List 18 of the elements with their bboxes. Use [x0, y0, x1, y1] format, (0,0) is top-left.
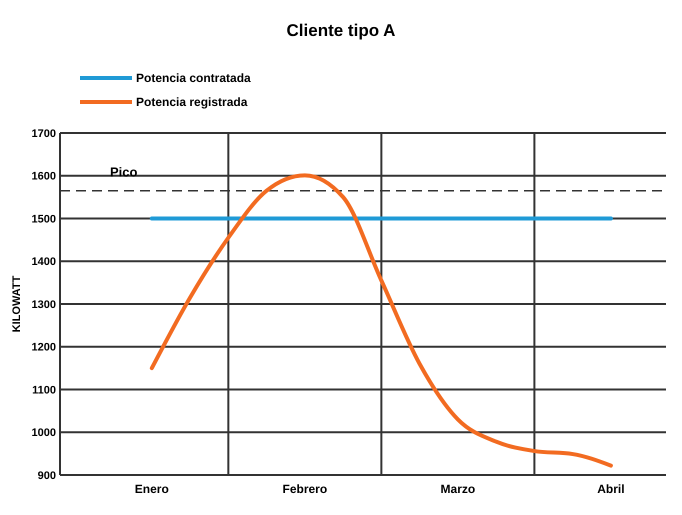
x-tick-label: Abril [597, 482, 625, 496]
x-tick-label: Enero [134, 482, 169, 496]
y-tick-label: 1400 [32, 256, 56, 268]
legend-label: Potencia contratada [136, 71, 252, 86]
x-tick-label: Febrero [282, 482, 328, 496]
y-tick-label: 1200 [32, 342, 56, 354]
y-tick-label: 1600 [32, 170, 56, 183]
y-axis-title: KILOWATT [11, 275, 23, 332]
y-tick-label: 1100 [32, 384, 56, 396]
chart-title: Cliente tipo A [286, 21, 396, 40]
y-tick-label: 900 [38, 470, 56, 482]
legend-label: Potencia registrada [136, 95, 248, 110]
x-tick-label: Marzo [440, 482, 476, 496]
y-tick-label: 1300 [32, 298, 56, 311]
y-tick-label: 1700 [32, 128, 56, 140]
y-tick-label: 1000 [32, 427, 56, 440]
y-tick-label: 1500 [32, 213, 56, 226]
line-series [150, 173, 613, 468]
